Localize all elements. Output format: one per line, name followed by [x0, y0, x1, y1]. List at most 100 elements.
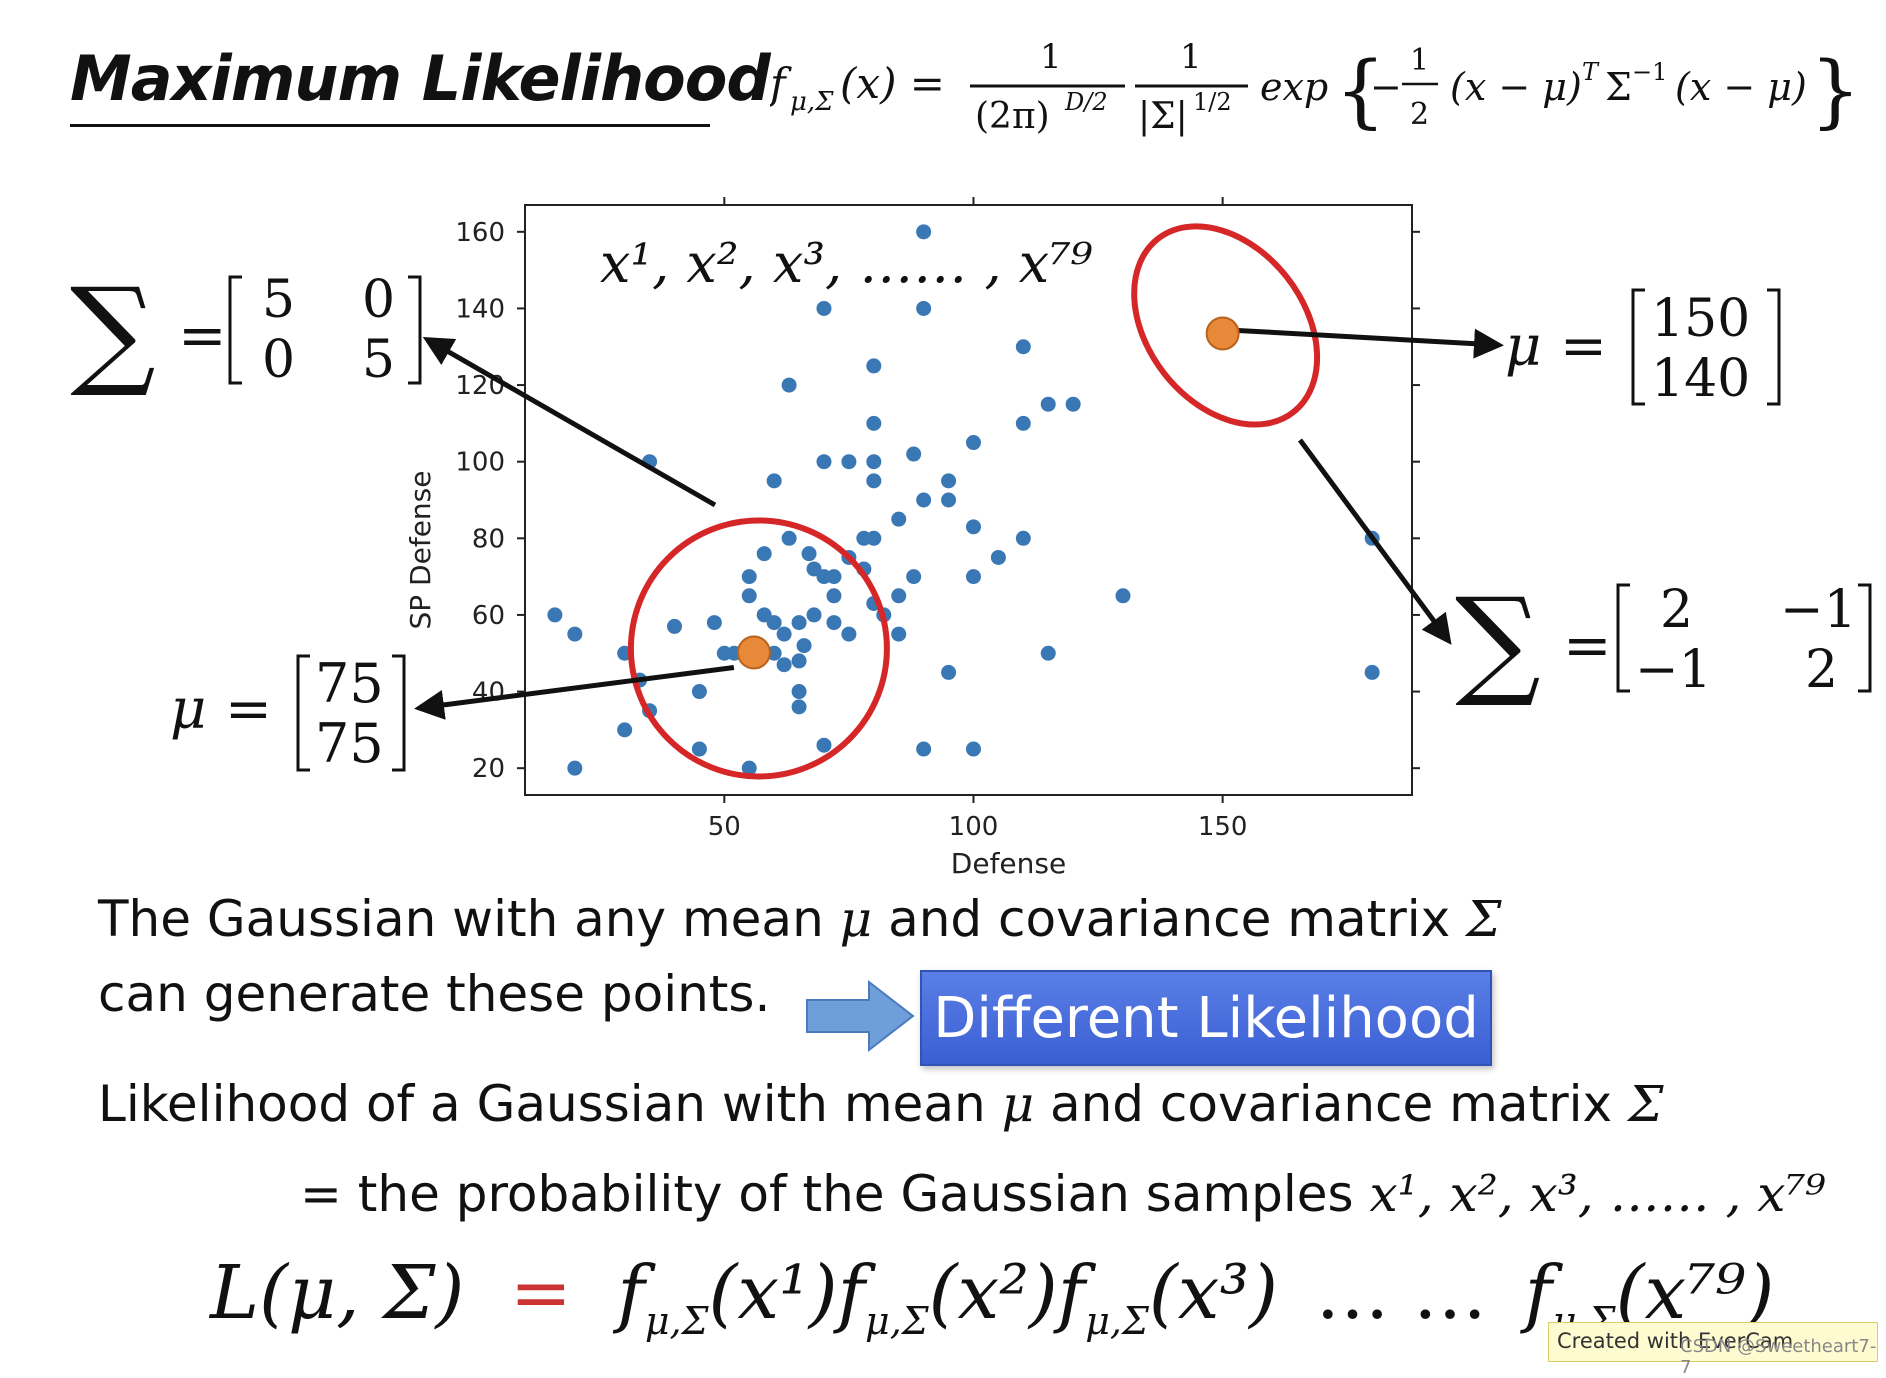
- evercam-watermark: Created with EverCam: [1548, 1322, 1878, 1362]
- right-sigma-matrix: ∑ = 2 −1 −1 2: [1455, 573, 1872, 705]
- data-point: [806, 561, 822, 577]
- data-point: [791, 684, 807, 700]
- data-point: [776, 657, 792, 673]
- data-point: [796, 638, 812, 654]
- data-point: [791, 615, 807, 631]
- data-point: [906, 569, 922, 585]
- text-line-3: Likelihood of a Gaussian with mean μ and…: [98, 1075, 1663, 1133]
- samples-label: x¹, x², x³, …… , x⁷⁹: [600, 232, 1093, 295]
- data-point: [741, 569, 757, 585]
- frac1-den-sup: D/2: [1064, 88, 1108, 116]
- data-point: [841, 549, 857, 565]
- data-point: [866, 530, 882, 546]
- m11: 5: [262, 270, 295, 330]
- equals-sign: =: [178, 301, 227, 369]
- text1-sigma: Σ: [1466, 890, 1502, 948]
- data-point: [691, 741, 707, 757]
- left-mu-vector: μ = 75 75: [170, 652, 406, 775]
- data-point: [706, 615, 722, 631]
- data-point: [666, 618, 682, 634]
- likelihood-formula: L(μ, Σ) = fμ,Σ(x¹)fμ,Σ(x²)fμ,Σ(x³) … … f…: [210, 1250, 1774, 1343]
- data-point: [816, 454, 832, 470]
- data-point: [1364, 664, 1380, 680]
- data-point: [781, 530, 797, 546]
- data-point: [826, 615, 842, 631]
- y-tick-label: 80: [472, 524, 505, 554]
- y-tick-label: 60: [472, 601, 505, 631]
- data-point: [941, 664, 957, 680]
- text1-b: and covariance matrix: [888, 890, 1451, 948]
- formula-sigma: Σ: [1605, 65, 1632, 109]
- m21: 0: [262, 330, 295, 390]
- data-point: [816, 569, 832, 585]
- data-point: [906, 446, 922, 462]
- arrow-to-left-mu: [414, 664, 735, 720]
- data-point: [1040, 645, 1056, 661]
- data-point: [990, 549, 1006, 565]
- data-point: [891, 626, 907, 642]
- text3-mu: μ: [1001, 1075, 1035, 1133]
- formula-exp: exp: [1260, 65, 1328, 109]
- data-point: [816, 300, 832, 316]
- right-mu-vector: μ = 150 140: [1505, 288, 1781, 409]
- data-point: [1115, 588, 1131, 604]
- left-sigma-matrix: ∑ = 5 0 0 5: [70, 263, 422, 395]
- sigma-symbol: ∑: [1455, 573, 1541, 705]
- data-point: [791, 653, 807, 669]
- text1-a: The Gaussian with any mean: [98, 890, 824, 948]
- term4: (x⁷⁹): [1615, 1250, 1775, 1336]
- ellipsis: … …: [1315, 1250, 1488, 1336]
- left-gaussian-ellipse: [627, 517, 890, 780]
- equals-sign: =: [225, 677, 272, 742]
- f2: f: [837, 1250, 865, 1336]
- data-point: [891, 511, 907, 527]
- term2: (x²): [928, 1250, 1058, 1336]
- data-point: [791, 699, 807, 715]
- x-tick-label: 150: [1198, 812, 1248, 842]
- mu-v2: 140: [1651, 349, 1750, 409]
- formula-T: T: [1582, 58, 1600, 86]
- plot-area: 50 100 150 20 40 60 80 100 120 140 160 Defense SP De…: [404, 197, 1420, 880]
- different-likelihood-button[interactable]: Different Likelihood: [920, 970, 1492, 1066]
- text3-b: and covariance matrix: [1049, 1075, 1613, 1133]
- data-point: [642, 454, 658, 470]
- arrow-to-right-mu: [1237, 327, 1504, 359]
- half-den: 2: [1410, 97, 1429, 132]
- data-point: [766, 645, 782, 661]
- mu-v1: 150: [1651, 289, 1750, 349]
- text-line-4: = the probability of the Gaussian sample…: [300, 1165, 1826, 1223]
- text3-sigma: Σ: [1628, 1075, 1664, 1133]
- frac1-den: (2π): [975, 96, 1050, 137]
- data-point: [691, 684, 707, 700]
- data-point: [1015, 339, 1031, 355]
- data-point: [617, 722, 633, 738]
- data-point: [941, 473, 957, 489]
- y-tick-label: 120: [455, 371, 505, 401]
- data-point: [642, 703, 658, 719]
- x-axis-label: Defense: [951, 847, 1066, 880]
- formula-sigma-sup: −1: [1632, 58, 1667, 86]
- data-point: [632, 672, 648, 688]
- csdn-watermark: CSDN @Sweetheart7-7: [1680, 1336, 1877, 1378]
- data-point: [1015, 415, 1031, 431]
- data-point: [1015, 530, 1031, 546]
- formula-minus: −: [1370, 65, 1402, 109]
- data-point: [567, 626, 583, 642]
- equals-sign: =: [1563, 611, 1612, 679]
- data-point: [826, 569, 842, 585]
- data-point: [891, 588, 907, 604]
- data-point: [965, 569, 981, 585]
- sigma-symbol: ∑: [70, 263, 156, 395]
- data-point: [547, 607, 563, 623]
- y-tick-label: 40: [472, 678, 505, 708]
- formula-tail: (x − μ): [1450, 65, 1582, 109]
- mu-v1: 75: [315, 652, 384, 715]
- formula-lbrace: {: [1335, 44, 1386, 137]
- data-point: [856, 561, 872, 577]
- m12: −1: [1780, 580, 1857, 640]
- right-arrow-icon: [806, 979, 915, 1053]
- y-tick-label: 160: [455, 218, 505, 248]
- likelihood-L: L(μ, Σ): [210, 1250, 465, 1336]
- mu-symbol: μ: [1505, 314, 1541, 379]
- plot-frame: [524, 204, 1413, 796]
